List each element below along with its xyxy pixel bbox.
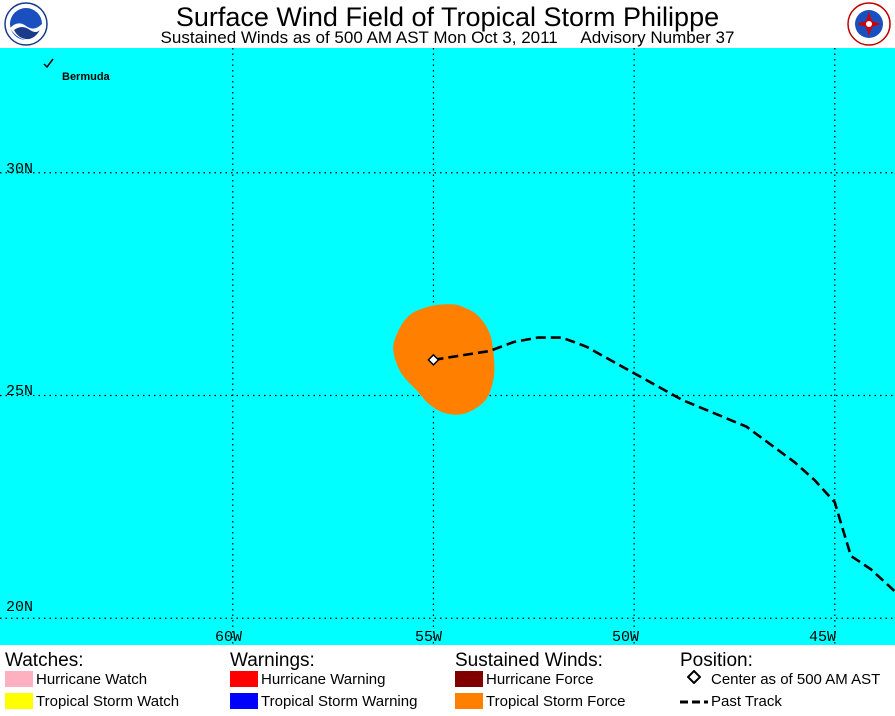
past-track-line (433, 336, 895, 593)
tropical-storm-force-label: Tropical Storm Force (486, 693, 626, 710)
tropical-storm-watch-swatch (5, 693, 33, 709)
legend-position-heading: Position: (680, 650, 753, 671)
legend-warnings-heading: Warnings: (230, 650, 315, 671)
hurricane-watch-label: Hurricane Watch (36, 671, 148, 688)
tropical-storm-watch-label: Tropical Storm Watch (36, 693, 180, 710)
hurricane-warning-label: Hurricane Warning (261, 671, 386, 688)
map-title: Surface Wind Field of Tropical Storm Phi… (175, 2, 720, 32)
tropical-storm-force-wind-field (393, 304, 495, 415)
lon-label-60w: 60W (215, 629, 242, 645)
lat-label-25n: 25N (6, 383, 33, 400)
lon-label-55w: 55W (415, 629, 442, 645)
map-subtitle: Sustained Winds as of 500 AM AST Mon Oct… (160, 28, 735, 47)
center-position-label: Center as of 500 AM AST (711, 671, 881, 688)
storm-center-marker (427, 353, 440, 366)
lon-label-45w: 45W (809, 629, 836, 645)
tropical-storm-force-swatch (455, 693, 483, 709)
diamond-icon (680, 669, 708, 690)
legend-tropical-storm-warning: Tropical Storm Warning (230, 692, 417, 712)
tropical-storm-warning-label: Tropical Storm Warning (261, 693, 418, 710)
legend-winds-heading: Sustained Winds: (455, 650, 603, 671)
dashed-line-icon (680, 692, 708, 712)
map-canvas: Bermuda 30N 25N 20N 60W 55W 50W 45W (0, 48, 895, 645)
legend-past-track: Past Track (680, 692, 782, 712)
legend-tropical-storm-force: Tropical Storm Force (455, 692, 625, 712)
tropical-storm-warning-swatch (230, 693, 258, 709)
bermuda-label: Bermuda (62, 71, 111, 83)
storm-map: Bermuda 30N 25N 20N 60W 55W 50W 45W (0, 48, 895, 645)
hurricane-warning-swatch (230, 671, 258, 687)
legend-hurricane-force: Hurricane Force (455, 670, 594, 690)
lat-label-30n: 30N (6, 161, 33, 178)
legend-watches-heading: Watches: (5, 650, 84, 671)
nws-logo (847, 2, 891, 46)
noaa-logo (4, 2, 48, 46)
lon-label-50w: 50W (612, 629, 639, 645)
bermuda-island (43, 58, 54, 69)
legend-center-position: Center as of 500 AM AST (680, 669, 881, 690)
lat-label-20n: 20N (6, 599, 33, 616)
legend: Watches: Hurricane Watch Tropical Storm … (0, 645, 895, 716)
past-track-label: Past Track (711, 693, 782, 710)
legend-tropical-storm-watch: Tropical Storm Watch (5, 692, 179, 712)
hurricane-watch-swatch (5, 671, 33, 687)
hurricane-force-swatch (455, 671, 483, 687)
legend-hurricane-warning: Hurricane Warning (230, 670, 386, 690)
hurricane-force-label: Hurricane Force (486, 671, 594, 688)
legend-hurricane-watch: Hurricane Watch (5, 670, 147, 690)
